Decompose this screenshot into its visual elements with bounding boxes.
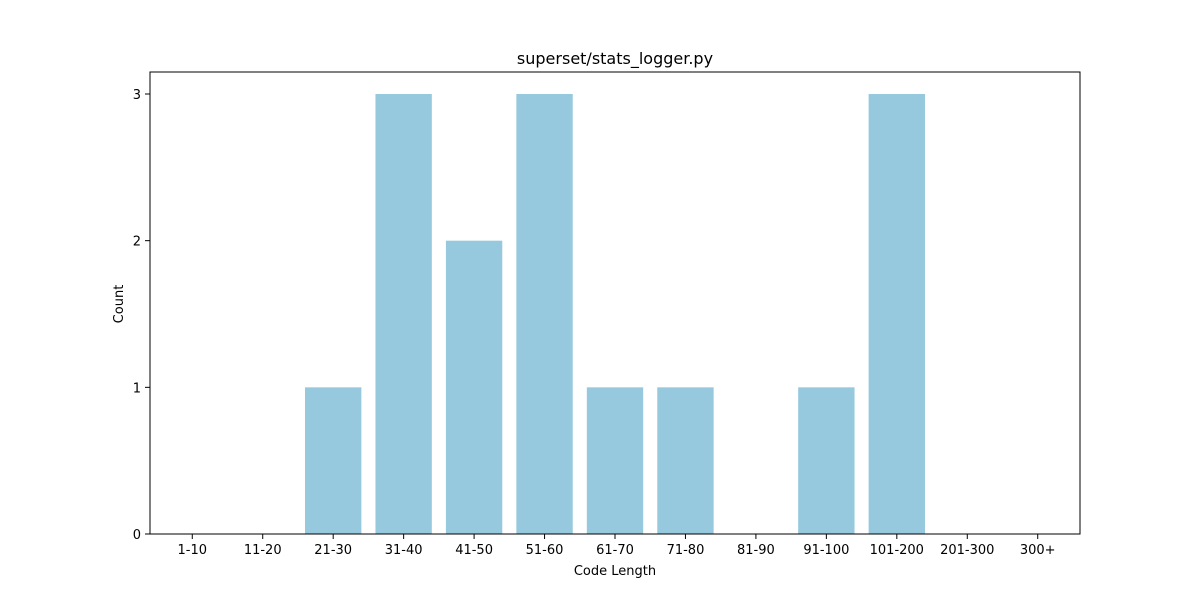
y-tick-label: 0	[133, 528, 141, 543]
y-axis: 0 1 2 3	[133, 88, 150, 543]
x-tick-label: 1-10	[178, 543, 208, 558]
bar-61-70	[586, 387, 644, 534]
x-tick-label: 81-90	[737, 543, 775, 558]
y-tick-label: 2	[133, 235, 141, 250]
y-tick-label: 3	[133, 88, 141, 103]
x-tick-label: 91-100	[803, 543, 849, 558]
bars-group	[305, 94, 925, 534]
bar-51-60	[516, 94, 573, 534]
x-tick-label: 31-40	[385, 543, 423, 558]
bar-31-40	[375, 94, 432, 534]
x-tick-label: 101-200	[870, 543, 924, 558]
x-tick-label: 300+	[1020, 543, 1056, 558]
bar-41-50	[445, 240, 503, 534]
x-tick-label: 41-50	[455, 543, 493, 558]
x-tick-label: 201-300	[940, 543, 994, 558]
x-axis-label: Code Length	[574, 564, 656, 579]
x-tick-label: 71-80	[667, 543, 705, 558]
x-tick-label: 11-20	[244, 543, 282, 558]
bar-91-100	[798, 387, 855, 534]
chart-title: superset/stats_logger.py	[517, 49, 713, 69]
x-tick-label: 61-70	[596, 543, 634, 558]
x-tick-label: 51-60	[526, 543, 564, 558]
x-tick-label: 21-30	[314, 543, 352, 558]
y-tick-label: 1	[133, 381, 141, 396]
plot-frame	[149, 71, 1081, 535]
bar-101-200	[868, 94, 925, 534]
y-axis-label: Count	[112, 285, 127, 324]
bar-71-80	[657, 387, 714, 534]
bar-21-30	[305, 387, 362, 534]
x-axis: 1-10 11-20 21-30 31-40 41-50 51-60 61-70 71-80 8…	[178, 534, 1056, 558]
